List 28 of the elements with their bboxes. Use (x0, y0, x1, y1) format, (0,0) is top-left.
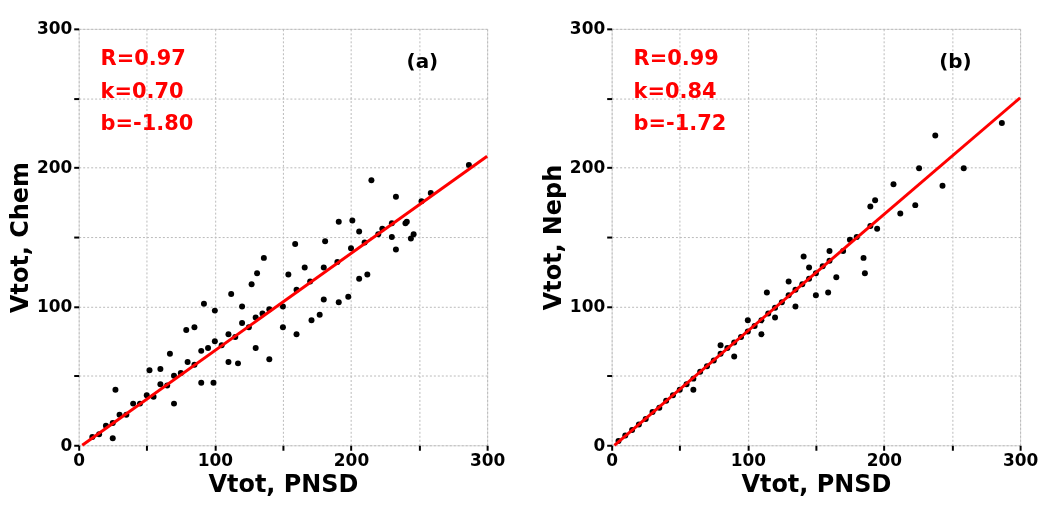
annotation: R=0.97 (100, 45, 186, 70)
x-tick-label: 200 (866, 449, 903, 470)
x-tick-label: 300 (469, 449, 506, 470)
y-tick-label: 300 (36, 18, 73, 39)
y-axis-title: Vtot, Neph (538, 164, 567, 311)
x-tick-label: 100 (197, 449, 234, 470)
y-tick-label: 200 (36, 157, 73, 178)
x-axis-title: Vtot, PNSD (208, 469, 359, 498)
annotation: k=0.70 (100, 78, 184, 103)
y-tick-label: 100 (36, 295, 73, 316)
x-tick-label: 0 (73, 449, 86, 470)
annotation: (b) (939, 49, 972, 73)
x-tick-label: 100 (730, 449, 766, 470)
y-tick-label: 100 (569, 295, 606, 316)
annotation: k=0.84 (633, 78, 717, 103)
annotation: (a) (406, 49, 439, 73)
y-tick-label: 0 (60, 434, 73, 455)
annotation: b=-1.72 (633, 111, 727, 136)
x-tick-label: 300 (1002, 449, 1039, 470)
y-tick-label: 300 (569, 18, 606, 39)
annotation: R=0.99 (633, 45, 719, 70)
annotation: b=-1.80 (100, 111, 194, 136)
y-tick-label: 0 (593, 434, 606, 455)
y-axis-title: Vtot, Chem (5, 162, 34, 313)
y-tick-label: 200 (569, 157, 606, 178)
x-tick-label: 200 (333, 449, 370, 470)
x-tick-label: 0 (606, 449, 619, 470)
x-axis-title: Vtot, PNSD (741, 469, 892, 498)
